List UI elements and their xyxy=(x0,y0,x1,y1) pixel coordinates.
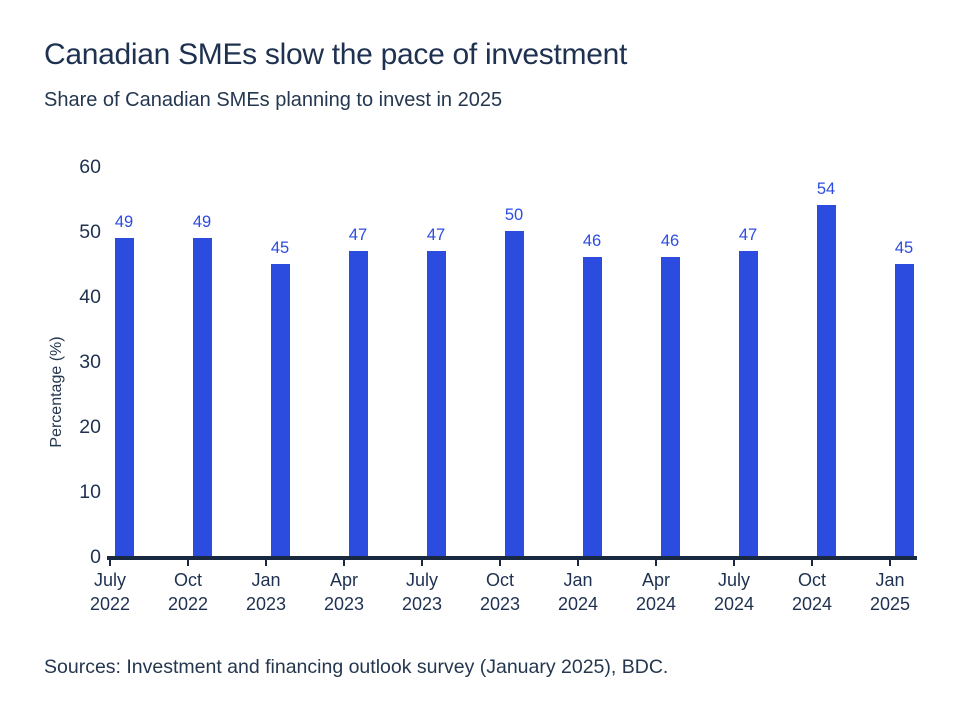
bar-chart: Percentage (%) 49 July 2022 49 Oct 2022 45 Jan 2… xyxy=(0,130,960,630)
x-axis-label-year: 2023 xyxy=(401,594,443,614)
x-axis-label-month: Apr xyxy=(641,570,670,590)
x-axis-label: Oct 2023 xyxy=(461,568,539,616)
x-axis-label-month: Jan xyxy=(251,570,281,590)
chart-subtitle: Share of Canadian SMEs planning to inves… xyxy=(44,89,503,111)
x-axis-label: Jan 2025 xyxy=(851,568,929,616)
bar-july-2022 xyxy=(114,237,134,556)
x-axis-label: July 2024 xyxy=(695,568,773,616)
x-axis-label: Oct 2024 xyxy=(773,568,851,616)
bar-value-label: 47 xyxy=(426,225,446,244)
bar-value-label: 45 xyxy=(270,238,290,257)
x-axis-label: Jan 2024 xyxy=(539,568,617,616)
x-axis-label-year: 2024 xyxy=(791,594,833,614)
x-axis-label-year: 2024 xyxy=(713,594,755,614)
x-tick-mark xyxy=(733,560,735,566)
y-axis-tick-label: 50 xyxy=(79,221,101,243)
y-axis-tick-label: 0 xyxy=(90,546,101,568)
bar-value-label: 47 xyxy=(348,225,368,244)
bar-value-label: 45 xyxy=(894,238,914,257)
x-tick-mark xyxy=(811,560,813,566)
x-tick-mark xyxy=(499,560,501,566)
x-axis-label: Jan 2023 xyxy=(227,568,305,616)
x-axis-label-year: 2024 xyxy=(557,594,599,614)
y-axis-tick-label: 30 xyxy=(79,351,101,373)
bar-july-2023 xyxy=(426,250,446,556)
bar-value-label: 54 xyxy=(816,180,836,198)
x-axis-label-month: July xyxy=(93,570,126,590)
bar-value-label: 50 xyxy=(504,206,524,224)
bar-oct-2024 xyxy=(816,205,836,556)
x-axis-label-month: Apr xyxy=(329,570,358,590)
x-tick-mark xyxy=(889,560,891,566)
x-axis-label: July 2023 xyxy=(383,568,461,616)
bar-value-label: 49 xyxy=(114,212,134,231)
bar-oct-2022 xyxy=(192,237,212,556)
x-axis-line xyxy=(107,556,917,560)
x-tick-mark xyxy=(577,560,579,566)
x-axis-label-month: Oct xyxy=(485,570,514,590)
bar-value-label: 46 xyxy=(660,232,680,250)
x-tick-mark xyxy=(109,560,111,566)
x-axis-label-month: Oct xyxy=(797,570,826,590)
bar-value-label: 46 xyxy=(582,232,602,250)
x-tick-mark xyxy=(343,560,345,566)
bar-oct-2023 xyxy=(504,231,524,556)
sources-note: Sources: Investment and financing outloo… xyxy=(44,656,669,678)
x-axis-label-year: 2022 xyxy=(89,594,131,614)
x-axis-label: Apr 2023 xyxy=(305,568,383,616)
x-axis-label-month: Jan xyxy=(875,570,905,590)
x-axis-label-year: 2025 xyxy=(869,594,911,614)
x-axis-label-month: Oct xyxy=(173,570,202,590)
x-tick-mark xyxy=(655,560,657,566)
bar-jan-2024 xyxy=(582,257,602,556)
bar-apr-2023 xyxy=(348,250,368,556)
x-axis-label: Oct 2022 xyxy=(149,568,227,616)
bar-jan-2023 xyxy=(270,263,290,556)
x-tick-mark xyxy=(421,560,423,566)
x-axis-label-year: 2023 xyxy=(245,594,287,614)
x-axis-label-month: Jan xyxy=(563,570,593,590)
x-axis-label-year: 2024 xyxy=(635,594,677,614)
y-axis-tick-label: 40 xyxy=(79,286,101,308)
x-tick-mark xyxy=(265,560,267,566)
x-axis-label-month: July xyxy=(405,570,438,590)
x-tick-mark xyxy=(187,560,189,566)
bar-value-label: 49 xyxy=(192,212,212,231)
bar-july-2024 xyxy=(738,250,758,556)
x-axis-label-year: 2022 xyxy=(167,594,209,614)
x-axis-label-year: 2023 xyxy=(479,594,521,614)
x-axis-label: July 2022 xyxy=(71,568,149,616)
bar-value-label: 47 xyxy=(738,225,758,244)
y-axis-tick-label: 20 xyxy=(79,416,101,438)
bar-apr-2024 xyxy=(660,257,680,556)
y-axis-tick-label: 10 xyxy=(79,481,101,503)
x-axis-label-year: 2023 xyxy=(323,594,365,614)
bar-jan-2025 xyxy=(894,263,914,556)
y-axis-tick-label: 60 xyxy=(79,156,101,178)
x-axis-label: Apr 2024 xyxy=(617,568,695,616)
x-axis-label-month: July xyxy=(717,570,750,590)
chart-title: Canadian SMEs slow the pace of investmen… xyxy=(44,38,628,71)
